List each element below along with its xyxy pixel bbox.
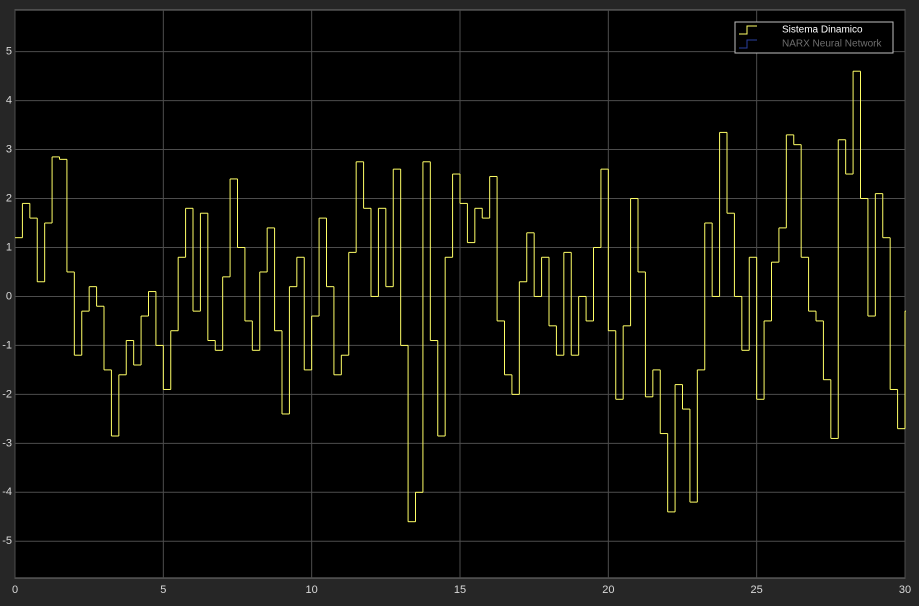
y-tick-label: -2: [2, 388, 12, 400]
legend-label: Sistema Dinamico: [782, 25, 863, 36]
y-tick-label: -5: [2, 535, 12, 547]
legend-swatch: [739, 39, 757, 49]
y-tick-label: 2: [6, 192, 12, 204]
x-tick-label: 30: [899, 584, 911, 596]
legend-swatch: [739, 25, 757, 35]
x-tick-label: 20: [602, 584, 614, 596]
x-tick-label: 10: [306, 584, 318, 596]
legend-label: NARX Neural Network: [782, 39, 882, 50]
y-tick-label: -3: [2, 437, 12, 449]
y-tick-label: 3: [6, 143, 12, 155]
x-tick-label: 15: [454, 584, 466, 596]
y-tick-label: 1: [6, 241, 12, 253]
y-tick-label: 5: [6, 46, 12, 58]
y-tick-label: -1: [2, 339, 12, 351]
legend-box: [734, 21, 894, 54]
y-tick-label: 4: [6, 94, 12, 106]
x-tick-label: 25: [751, 584, 763, 596]
x-tick-label: 0: [12, 584, 18, 596]
series: [15, 70, 906, 523]
x-tick-label: 5: [160, 584, 166, 596]
y-tick-label: -4: [2, 486, 12, 498]
y-tick-label: 0: [6, 290, 12, 302]
